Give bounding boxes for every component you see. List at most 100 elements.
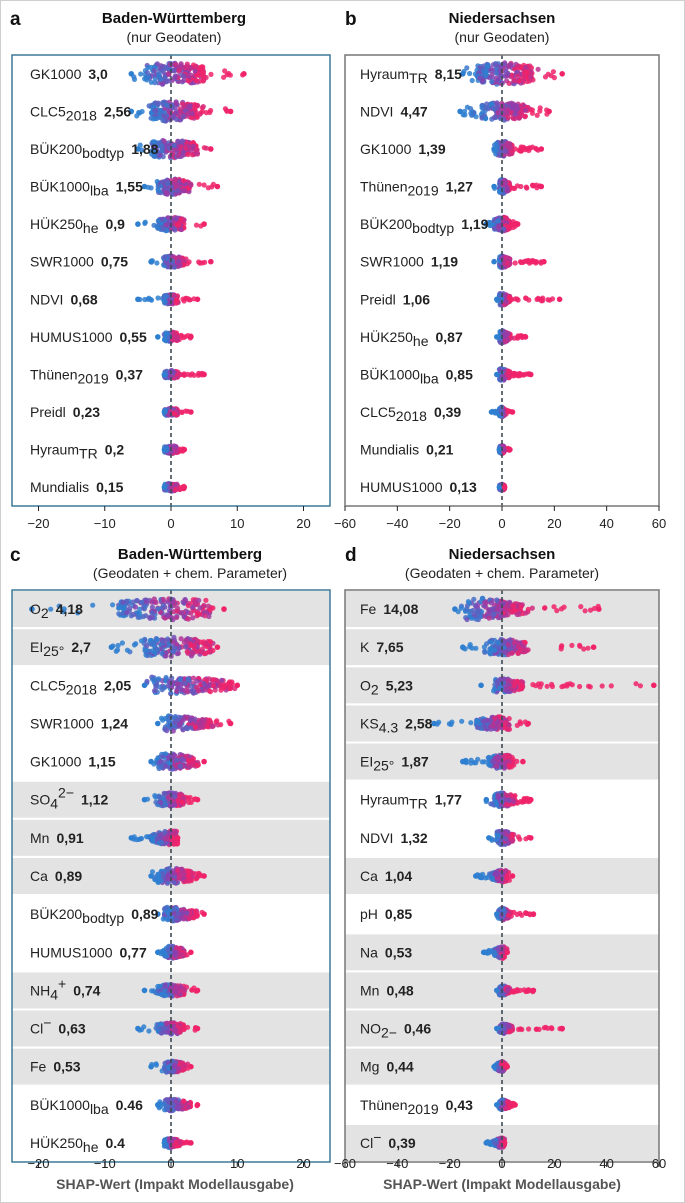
shap-extreme-point [507, 446, 513, 453]
shap-point [173, 61, 179, 68]
shap-point [193, 908, 199, 914]
x-tick-label-b-4: 20 [547, 516, 561, 531]
shap-point [142, 603, 148, 609]
shap-point [171, 142, 177, 148]
feature-c-3-importance: 1,24 [101, 716, 128, 732]
shap-point [210, 683, 216, 689]
shap-point [131, 642, 138, 648]
shap-point [155, 140, 161, 146]
feature-a-5-importance: 0,75 [101, 254, 128, 270]
x-tick-label-a-4: 20 [296, 516, 310, 531]
feature-a-1-subscript: 2018 [66, 107, 97, 123]
feature-a-4-name: HÜK250 [30, 215, 83, 232]
shap-point [196, 871, 202, 877]
shap-point [515, 334, 521, 340]
shap-point [156, 765, 162, 772]
feature-c-5-importance: 1,12 [81, 792, 108, 808]
panel-title-d: Niedersachsen [449, 546, 556, 563]
feature-a-5-label: SWR1000 0,75 [30, 254, 128, 270]
shap-point [160, 117, 166, 123]
feature-b-7-importance: 0,87 [436, 329, 463, 345]
feature-a-7-importance: 0,55 [119, 329, 146, 345]
feature-a-7-name: HUMUS1000 [30, 329, 113, 345]
shap-point [200, 78, 206, 84]
shap-point [171, 293, 177, 299]
shap-point [163, 294, 169, 300]
feature-a-2-subscript: bodtyp [82, 145, 124, 161]
feature-b-2-name: GK1000 [360, 141, 412, 157]
x-tick-label-a-2: 0 [167, 516, 174, 531]
feature-b-5-label: SWR1000 1,19 [360, 254, 458, 270]
shap-extreme-point [491, 258, 497, 265]
shap-extreme-point [155, 720, 161, 727]
panel-title-b: Niedersachsen [449, 10, 556, 27]
shap-point [149, 676, 156, 682]
shap-point [158, 183, 164, 189]
feature-b-10-label: Mundialis 0,21 [360, 442, 454, 458]
shap-point [164, 612, 170, 618]
shap-point [124, 598, 130, 605]
shap-point [137, 610, 143, 617]
shap-point [193, 64, 199, 70]
shap-point [203, 597, 209, 603]
feature-a-5-name: SWR1000 [30, 254, 94, 270]
shap-point [190, 675, 197, 681]
feature-a-6-importance: 0,68 [70, 291, 97, 307]
shap-point [515, 73, 521, 79]
shap-point [473, 114, 479, 120]
shap-point [218, 722, 224, 728]
feature-b-4-name: BÜK200 [360, 215, 412, 232]
feature-b-11-label: HUMUS1000 0,13 [360, 479, 477, 495]
shap-point [469, 77, 475, 84]
shap-point [127, 605, 133, 612]
shap-point [181, 869, 187, 876]
feature-a-2-label: BÜK200bodtyp 1,88 [30, 140, 159, 161]
shap-point [485, 62, 491, 68]
shap-point [210, 647, 216, 654]
shap-point [509, 148, 515, 154]
shap-point [165, 910, 171, 916]
shap-point [48, 606, 54, 612]
shap-point [189, 110, 195, 116]
shap-extreme-point [141, 796, 148, 803]
shap-point [144, 648, 150, 654]
feature-b-10-name: Mundialis [360, 442, 419, 458]
shap-point [154, 260, 160, 266]
shap-point [491, 225, 498, 232]
shap-point [524, 69, 530, 75]
shap-point [194, 151, 201, 157]
shap-point [207, 607, 213, 613]
shap-point [154, 636, 160, 643]
shap-point [144, 834, 150, 840]
shap-point [162, 835, 168, 841]
feature-a-4-subscript: he [83, 220, 99, 236]
shap-point [174, 717, 180, 723]
shap-point [177, 108, 184, 114]
shap-point [153, 799, 159, 805]
shap-point [516, 78, 522, 84]
feature-b-8-importance: 0,85 [446, 367, 473, 383]
shap-point [154, 61, 160, 67]
feature-b-1-importance: 4,47 [400, 103, 427, 119]
shap-extreme-point [522, 334, 529, 340]
shap-point [142, 296, 148, 303]
x-tick-label-a-0: −20 [27, 516, 49, 531]
shap-extreme-point [201, 758, 207, 765]
shap-point [200, 104, 206, 110]
shap-point [161, 298, 167, 304]
shap-extreme-point [135, 296, 141, 303]
feature-a-3-label: BÜK1000lba 1,55 [30, 178, 143, 199]
shap-point [493, 62, 499, 68]
feature-a-1-name: CLC5 [30, 103, 66, 119]
shap-extreme-point [174, 835, 181, 841]
shap-point [220, 683, 227, 689]
feature-c-4-importance: 1,15 [88, 754, 115, 770]
shap-extreme-point [128, 835, 135, 841]
shap-extreme-point [214, 183, 221, 190]
shap-point [188, 799, 194, 806]
feature-b-6-importance: 1,06 [403, 291, 430, 307]
feature-a-7-label: HUMUS1000 0,55 [30, 329, 147, 345]
shap-extreme-point [201, 371, 207, 378]
shap-point [464, 65, 470, 71]
shap-point [153, 599, 159, 606]
